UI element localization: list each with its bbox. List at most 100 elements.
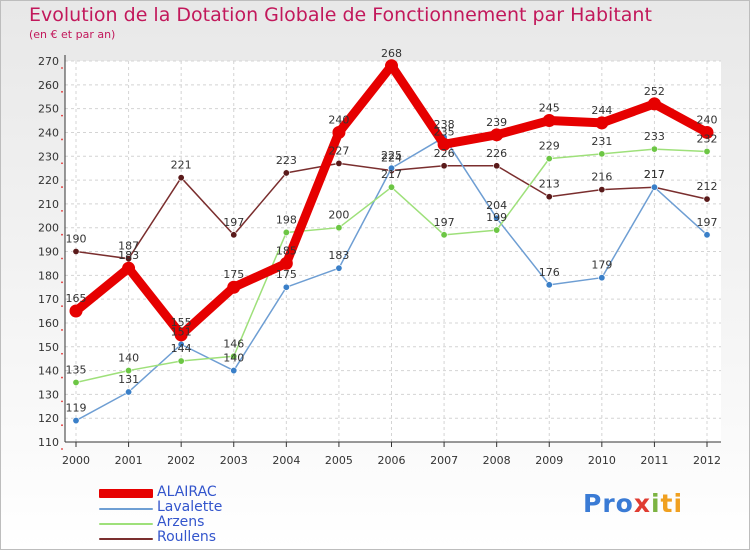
y-tick-label: 160 bbox=[38, 317, 59, 330]
y-tick-label: 270 bbox=[38, 55, 59, 68]
data-point-alairac bbox=[69, 304, 83, 318]
data-point-roullens bbox=[177, 174, 185, 182]
data-point-roullens bbox=[335, 159, 343, 167]
data-label-lavalette: 204 bbox=[486, 199, 507, 212]
y-minor-mark bbox=[61, 90, 63, 93]
y-tick-label: 170 bbox=[38, 293, 59, 306]
data-label-lavalette: 217 bbox=[644, 168, 665, 181]
y-minor-mark bbox=[61, 233, 63, 236]
data-label-alairac: 235 bbox=[434, 125, 455, 138]
data-label-alairac: 239 bbox=[486, 116, 507, 129]
y-tick-label: 150 bbox=[38, 341, 59, 354]
y-tick-label: 250 bbox=[38, 103, 59, 116]
data-label-lavalette: 140 bbox=[223, 352, 244, 365]
y-tick-label: 180 bbox=[38, 269, 59, 282]
data-point-lavalette bbox=[230, 367, 238, 375]
legend-swatch-alairac bbox=[99, 489, 153, 498]
data-label-roullens: 226 bbox=[434, 147, 455, 160]
data-label-roullens: 187 bbox=[118, 240, 139, 253]
data-label-lavalette: 151 bbox=[171, 325, 192, 338]
x-tick-label: 2012 bbox=[693, 454, 721, 467]
data-label-roullens: 216 bbox=[591, 171, 612, 184]
y-tick-label: 210 bbox=[38, 198, 59, 211]
chart-title: Evolution de la Dotation Globale de Fonc… bbox=[29, 4, 652, 26]
chart-subtitle: (en € et par an) bbox=[29, 28, 116, 41]
y-minor-mark bbox=[61, 162, 63, 165]
data-point-lavalette bbox=[598, 274, 606, 282]
data-point-arzens bbox=[177, 357, 185, 365]
data-label-arzens: 229 bbox=[539, 140, 560, 153]
data-label-lavalette: 225 bbox=[381, 149, 402, 162]
data-label-roullens: 227 bbox=[328, 144, 349, 157]
data-label-alairac: 245 bbox=[539, 102, 560, 115]
y-minor-mark bbox=[61, 376, 63, 379]
data-point-alairac bbox=[647, 97, 661, 111]
data-label-roullens: 190 bbox=[66, 233, 87, 246]
y-minor-mark bbox=[61, 67, 63, 69]
data-label-roullens: 212 bbox=[697, 180, 718, 193]
y-minor-mark bbox=[61, 138, 63, 141]
y-tick-label: 240 bbox=[38, 126, 59, 139]
y-tick-label: 140 bbox=[38, 365, 59, 378]
data-point-alairac bbox=[490, 128, 504, 142]
data-label-layer: 165 183 155 175 185 240 268 235 239 245 244 252 240 1… bbox=[66, 47, 718, 415]
y-minor-mark bbox=[61, 352, 63, 355]
y-minor-mark bbox=[61, 448, 63, 450]
data-label-lavalette: 197 bbox=[697, 216, 718, 229]
data-label-alairac: 175 bbox=[223, 268, 244, 281]
legend-label-arzens: Arzens bbox=[157, 514, 205, 530]
data-label-lavalette: 119 bbox=[66, 402, 87, 415]
y-minor-mark bbox=[61, 257, 63, 260]
data-point-lavalette bbox=[545, 281, 553, 289]
data-point-lavalette bbox=[387, 164, 395, 172]
data-point-arzens bbox=[545, 155, 553, 163]
x-tick-label: 2001 bbox=[115, 454, 143, 467]
data-point-roullens bbox=[703, 195, 711, 203]
data-label-arzens: 200 bbox=[328, 209, 349, 222]
x-tick-label: 2010 bbox=[588, 454, 616, 467]
data-point-roullens bbox=[493, 162, 501, 170]
data-point-arzens bbox=[598, 150, 606, 158]
y-minor-mark bbox=[61, 305, 63, 308]
data-point-roullens bbox=[282, 169, 290, 177]
data-point-lavalette bbox=[650, 183, 658, 191]
data-label-arzens: 199 bbox=[486, 211, 507, 224]
data-point-roullens bbox=[72, 248, 80, 256]
x-tick-label: 2009 bbox=[535, 454, 563, 467]
y-tick-label: 260 bbox=[38, 79, 59, 92]
data-point-alairac bbox=[227, 280, 241, 294]
data-point-alairac bbox=[122, 261, 136, 275]
data-label-lavalette: 179 bbox=[591, 259, 612, 272]
grid-layer bbox=[65, 60, 721, 443]
data-label-roullens: 224 bbox=[381, 152, 402, 165]
x-tick-label: 2007 bbox=[430, 454, 458, 467]
x-tick-label: 2004 bbox=[272, 454, 300, 467]
data-point-arzens bbox=[493, 226, 501, 234]
x-tick-label: 2005 bbox=[325, 454, 353, 467]
y-tick-label: 120 bbox=[38, 412, 59, 425]
data-label-roullens: 217 bbox=[644, 168, 665, 181]
data-point-arzens bbox=[72, 378, 80, 386]
data-point-alairac bbox=[279, 256, 293, 270]
y-minor-mark bbox=[61, 186, 63, 188]
x-tick-label: 2003 bbox=[220, 454, 248, 467]
series-layer bbox=[69, 59, 714, 425]
data-label-roullens: 223 bbox=[276, 154, 297, 167]
data-point-alairac bbox=[385, 59, 398, 73]
data-point-arzens bbox=[703, 147, 711, 155]
data-point-alairac bbox=[437, 137, 451, 151]
x-tick-label: 2002 bbox=[167, 454, 195, 467]
data-label-arzens: 232 bbox=[697, 132, 718, 145]
data-label-alairac: 240 bbox=[697, 113, 718, 126]
data-point-roullens bbox=[230, 231, 238, 239]
data-point-roullens bbox=[440, 162, 448, 170]
data-label-arzens: 140 bbox=[118, 352, 139, 365]
legend-swatch-arzens bbox=[99, 523, 153, 525]
data-point-arzens bbox=[387, 183, 395, 191]
data-label-lavalette: 176 bbox=[539, 266, 560, 279]
data-label-lavalette: 238 bbox=[434, 118, 455, 131]
data-point-arzens bbox=[125, 367, 133, 375]
proxiti-logo: Proxiti bbox=[583, 489, 684, 518]
y-tick-label: 230 bbox=[38, 150, 59, 163]
